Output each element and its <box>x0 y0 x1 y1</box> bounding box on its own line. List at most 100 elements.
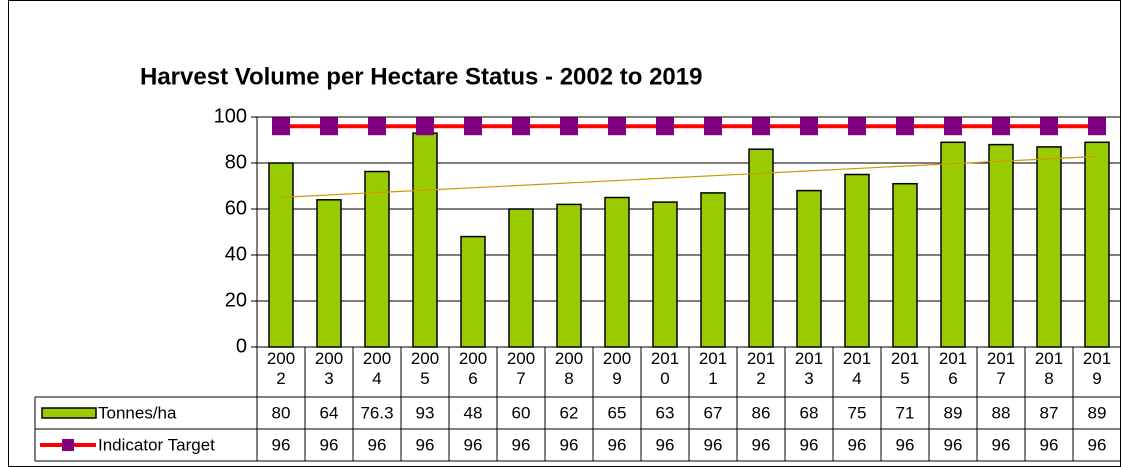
bar <box>940 141 966 348</box>
target-marker <box>560 117 578 136</box>
y-tick-label: 40 <box>225 243 247 265</box>
bar <box>556 203 582 348</box>
data-table-value: 96 <box>464 435 483 454</box>
bar <box>892 182 918 348</box>
legend-key <box>41 407 97 419</box>
x-tick-label: 2003 <box>314 349 344 388</box>
x-tick-label: 2007 <box>506 349 536 388</box>
data-table-value: 76.3 <box>360 403 393 422</box>
bar <box>1084 141 1110 348</box>
data-table-value: 96 <box>896 435 915 454</box>
data-table-value: 96 <box>800 435 819 454</box>
x-tick-cell: 2009 <box>602 349 632 388</box>
target-marker <box>992 117 1010 136</box>
data-table-value: 96 <box>560 435 579 454</box>
data-table-value: 96 <box>656 435 675 454</box>
data-table-value: 96 <box>512 435 531 454</box>
x-tick-label: 2008 <box>554 349 584 388</box>
x-tick-label: 2004 <box>362 349 392 388</box>
bar <box>700 192 726 348</box>
legend-label: Indicator Target <box>98 435 215 454</box>
x-tick-cell: 2008 <box>554 349 584 388</box>
x-tick-label: 2018 <box>1034 349 1064 388</box>
target-marker <box>368 117 386 136</box>
x-tick-cell: 2016 <box>938 349 968 388</box>
bar <box>748 148 774 348</box>
x-tick-cell: 2011 <box>698 349 728 388</box>
bar <box>460 235 486 348</box>
x-tick-label: 2009 <box>602 349 632 388</box>
x-tick-cell: 2004 <box>362 349 392 388</box>
data-table-value: 96 <box>848 435 867 454</box>
data-table-value: 96 <box>608 435 627 454</box>
x-tick-cell: 2005 <box>410 349 440 388</box>
target-marker <box>416 117 434 136</box>
data-table-value: 63 <box>656 403 675 422</box>
data-table-value: 87 <box>1040 403 1059 422</box>
x-tick-label: 2019 <box>1082 349 1112 388</box>
target-marker <box>464 117 482 136</box>
bar <box>316 199 342 348</box>
x-tick-cell: 2007 <box>506 349 536 388</box>
x-tick-label: 2006 <box>458 349 488 388</box>
legend-label: Tonnes/ha <box>98 403 177 422</box>
x-tick-cell: 2018 <box>1034 349 1064 388</box>
data-table-value: 96 <box>320 435 339 454</box>
x-tick-label: 2013 <box>794 349 824 388</box>
bar <box>412 132 438 348</box>
data-table-value: 96 <box>272 435 291 454</box>
target-marker <box>1088 117 1106 136</box>
target-marker <box>1040 117 1058 136</box>
data-table-value: 65 <box>608 403 627 422</box>
x-tick-label: 2015 <box>890 349 920 388</box>
target-marker <box>848 117 866 136</box>
x-tick-label: 2016 <box>938 349 968 388</box>
bar <box>796 189 822 348</box>
chart-title: Harvest Volume per Hectare Status - 2002… <box>140 63 702 90</box>
data-table-value: 96 <box>368 435 387 454</box>
x-tick-cell: 2013 <box>794 349 824 388</box>
data-table-value: 89 <box>944 403 963 422</box>
data-table-value: 75 <box>848 403 867 422</box>
y-tick-label: 60 <box>225 197 247 219</box>
target-marker <box>896 117 914 136</box>
x-tick-label: 2011 <box>698 349 728 388</box>
bar <box>1036 146 1062 348</box>
data-table-value: 96 <box>416 435 435 454</box>
x-tick-label: 2012 <box>746 349 776 388</box>
x-tick-cell: 2012 <box>746 349 776 388</box>
data-table-value: 60 <box>512 403 531 422</box>
data-table-value: 68 <box>800 403 819 422</box>
data-table-value: 71 <box>896 403 915 422</box>
data-table-value: 62 <box>560 403 579 422</box>
trendline <box>280 155 1098 198</box>
data-table-value: 80 <box>272 403 291 422</box>
bar <box>604 196 630 348</box>
x-tick-cell: 2006 <box>458 349 488 388</box>
target-marker <box>512 117 530 136</box>
data-table-value: 86 <box>752 403 771 422</box>
x-tick-cell: 2014 <box>842 349 872 388</box>
data-table-value: 89 <box>1088 403 1107 422</box>
data-table-value: 67 <box>704 403 723 422</box>
target-marker <box>752 117 770 136</box>
target-marker <box>656 117 674 136</box>
x-tick-label: 2014 <box>842 349 872 388</box>
data-table-value: 96 <box>752 435 771 454</box>
data-table-value: 64 <box>320 403 339 422</box>
target-marker <box>800 117 818 136</box>
bar <box>652 201 678 348</box>
data-table-value: 96 <box>992 435 1011 454</box>
x-tick-cell: 2015 <box>890 349 920 388</box>
x-tick-label: 2010 <box>650 349 680 388</box>
x-tick-cell: 2017 <box>987 349 1015 388</box>
y-tick-label: 80 <box>225 151 247 173</box>
y-tick-label: 0 <box>236 335 247 357</box>
x-tick-label: 2005 <box>410 349 440 388</box>
legend-key-marker <box>62 439 74 451</box>
data-table-value: 96 <box>704 435 723 454</box>
y-tick-label: 20 <box>225 289 247 311</box>
x-tick-cell: 2003 <box>314 349 344 388</box>
bar <box>364 170 390 348</box>
